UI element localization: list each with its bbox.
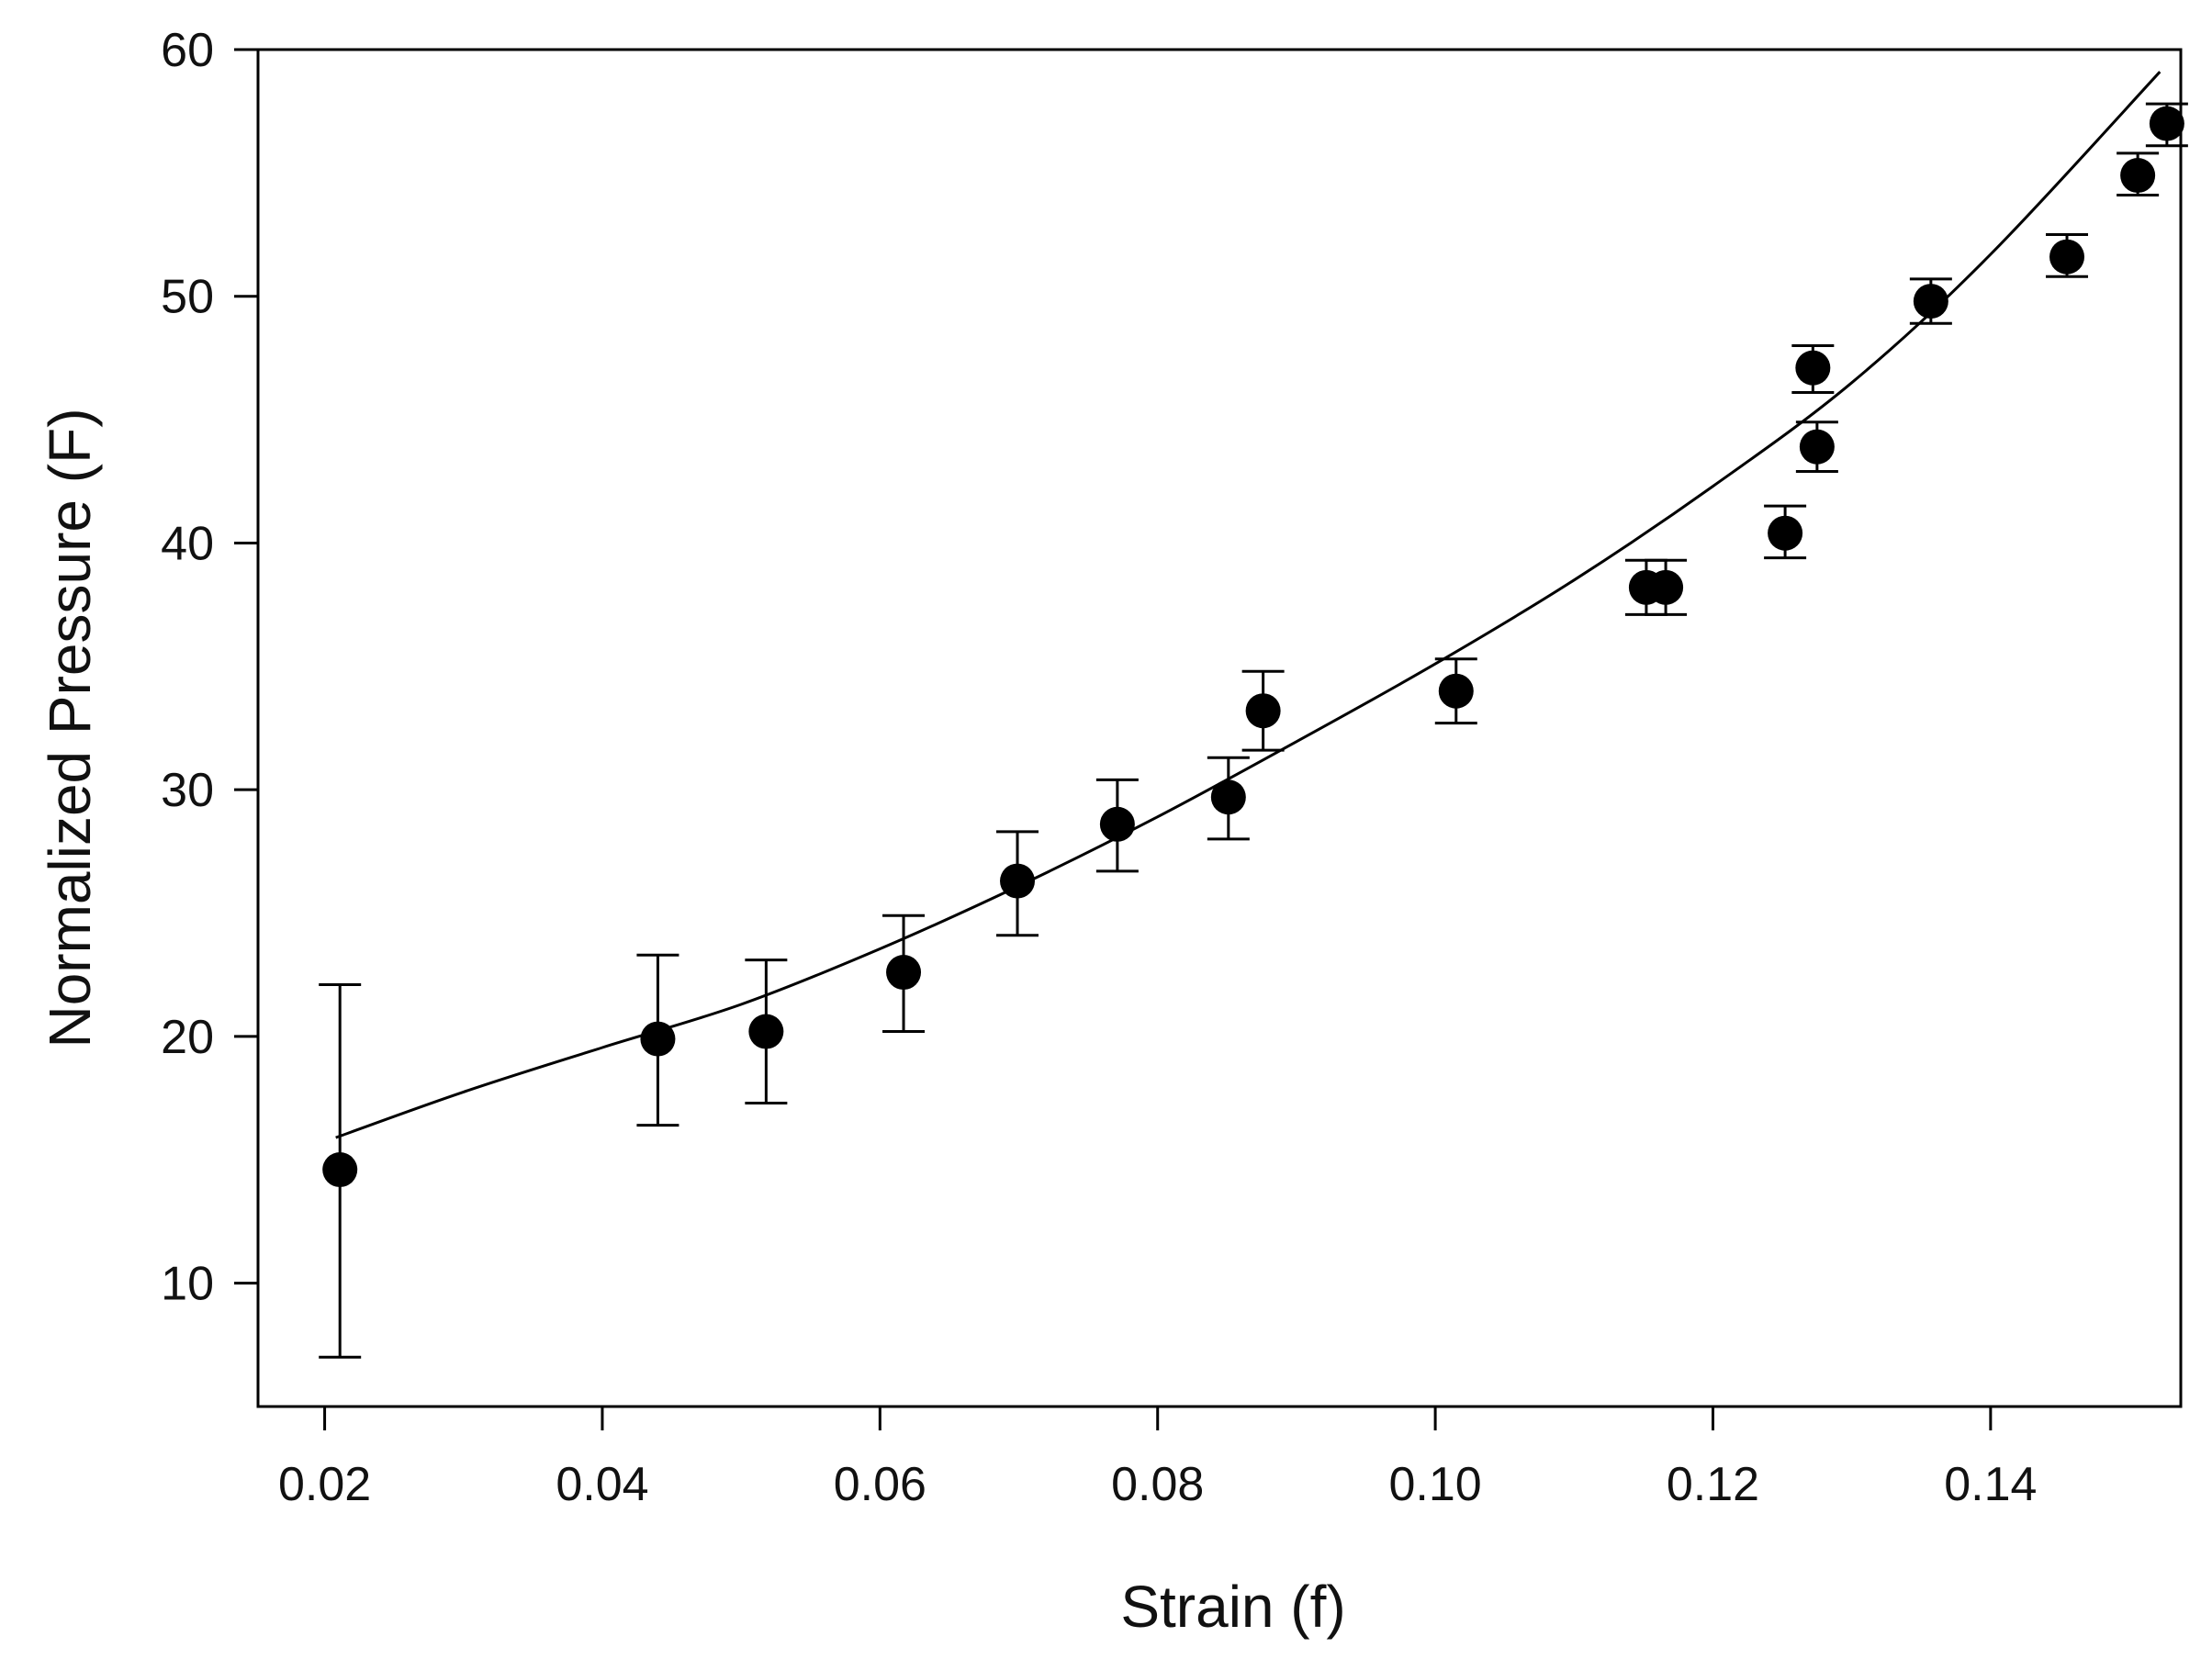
error-bar-layer [319, 102, 2188, 1359]
x-tick-label: 0.08 [1111, 1458, 1204, 1511]
data-point [1913, 284, 1948, 319]
y-tick-label: 20 [161, 1011, 214, 1064]
y-tick-label: 60 [161, 24, 214, 77]
data-point [2049, 239, 2085, 275]
data-point [1795, 350, 1831, 386]
data-point [1210, 779, 1246, 815]
data-point [886, 955, 922, 991]
y-tick-label: 10 [161, 1258, 214, 1311]
y-axis-title: Normalized Pressure (F) [37, 408, 103, 1048]
data-point [1768, 515, 1803, 551]
plot-frame [256, 48, 2183, 1408]
data-point [322, 1152, 358, 1188]
x-tick-label: 0.14 [1944, 1458, 2037, 1511]
data-point [2120, 158, 2156, 194]
y-tick-label: 50 [161, 271, 214, 324]
data-point [1000, 863, 1036, 899]
data-point [2149, 106, 2184, 141]
x-tick-label: 0.12 [1667, 1458, 1759, 1511]
y-axis-ticks: 10 20 30 40 50 60 [161, 24, 258, 1311]
y-tick-label: 40 [161, 517, 214, 570]
data-point [640, 1021, 676, 1057]
data-point [1099, 806, 1135, 842]
x-tick-label: 0.10 [1388, 1458, 1481, 1511]
data-point-layer [322, 106, 2184, 1188]
x-axis-ticks: 0.02 0.04 0.06 0.08 0.10 0.12 0.14 [278, 1407, 2037, 1511]
fit-curve-layer [335, 71, 2161, 1139]
data-point [1245, 693, 1281, 729]
y-tick-label: 30 [161, 764, 214, 817]
x-tick-label: 0.04 [556, 1458, 648, 1511]
x-axis-title: Strain (f) [1120, 1574, 1345, 1640]
x-tick-label: 0.06 [834, 1458, 926, 1511]
data-point [1438, 673, 1474, 709]
x-tick-label: 0.02 [278, 1458, 371, 1511]
fit-curve [335, 71, 2161, 1139]
data-point [1799, 429, 1835, 465]
data-point [1648, 569, 1684, 605]
data-point [748, 1014, 784, 1049]
